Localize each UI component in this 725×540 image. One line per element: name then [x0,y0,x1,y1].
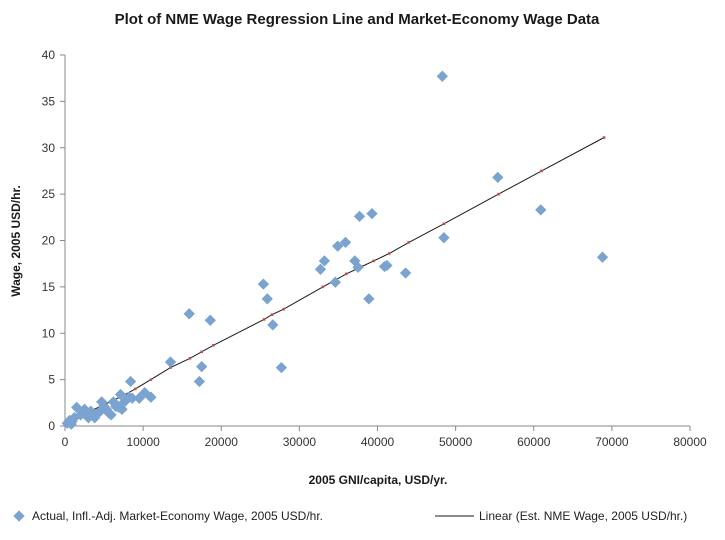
x-tick-label: 80000 [673,435,707,449]
regression-line-marker [270,313,274,316]
y-tick-label: 25 [42,187,56,201]
regression-line-marker [540,169,543,173]
chart-title: Plot of NME Wage Regression Line and Mar… [115,11,600,28]
regression-line-marker [497,192,500,196]
y-tick-label: 40 [42,48,56,62]
regression-line-marker [149,378,153,381]
y-tick-label: 30 [42,141,56,155]
legend-label-actual-wage: Actual, Infl.-Adj. Market-Economy Wage, … [32,509,323,523]
y-tick-label: 5 [48,373,55,387]
y-axis-label: Wage, 2005 USD/hr. [9,185,23,297]
x-tick-label: 50000 [439,435,473,449]
x-axis-label: 2005 GNI/capita, USD/yr. [309,473,448,487]
legend: Actual, Infl.-Adj. Market-Economy Wage, … [13,509,687,523]
regression-line-marker [282,307,286,311]
y-tick-label: 0 [48,419,55,433]
legend-label-linear: Linear (Est. NME Wage, 2005 USD/hr.) [479,509,687,523]
regression-line-marker [442,222,446,226]
regression-line-marker [212,344,215,347]
x-tick-label: 20000 [205,435,239,449]
y-tick-label: 20 [42,234,56,248]
x-tick-label: 40000 [361,435,395,449]
regression-line-marker [372,259,375,263]
legend-item-linear: Linear (Est. NME Wage, 2005 USD/hr.) [435,509,687,523]
regression-line-marker [407,241,411,244]
y-tick-label: 10 [42,326,56,340]
x-tick-label: 0 [62,435,69,449]
regression-line-marker [262,318,266,321]
regression-line-marker [200,350,204,354]
x-tick-label: 60000 [517,435,551,449]
regression-line-marker [321,285,325,289]
regression-line-marker [134,387,137,391]
x-tick-label: 30000 [283,435,317,449]
ticks-layer: 0 10000 20000 30000 40000 50000 60000 70000 8000… [42,48,707,449]
regression-line-marker [344,272,348,276]
legend-item-actual-wage: Actual, Infl.-Adj. Market-Economy Wage, … [13,509,323,523]
regression-line-marker [387,252,391,255]
regression-line-marker [602,136,606,139]
y-tick-label: 15 [42,280,56,294]
y-tick-label: 35 [42,94,56,108]
regression-line-marker [188,356,192,360]
x-tick-label: 10000 [126,435,160,449]
x-tick-label: 70000 [595,435,629,449]
